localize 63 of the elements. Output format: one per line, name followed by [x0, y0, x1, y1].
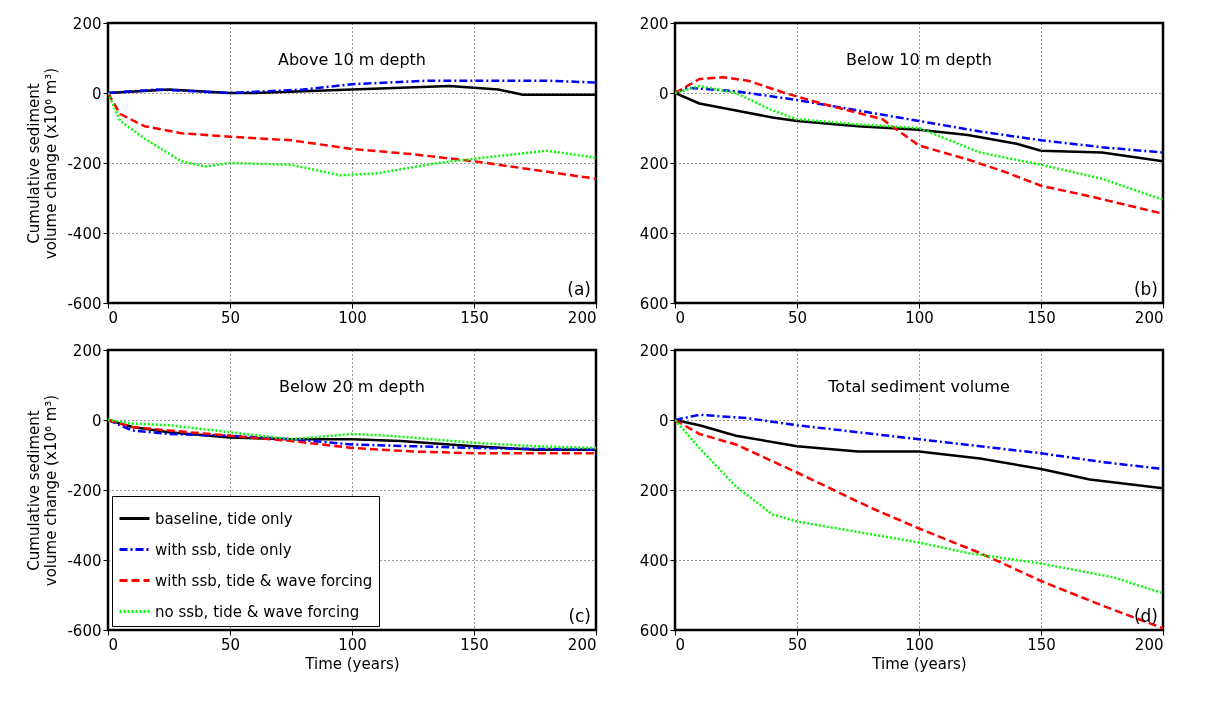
- x-tick-label: 200: [567, 308, 597, 327]
- x-tick-label: 200: [1134, 308, 1164, 327]
- y-tick-label: 400: [639, 551, 669, 570]
- x-tick-label: 0: [108, 308, 119, 327]
- x-axis-title: Time (years): [871, 654, 967, 673]
- y-axis-title: Cumulative sediment volume change (x10⁶ m³): [25, 394, 61, 587]
- annotation: (b): [1133, 279, 1158, 299]
- x-tick-label: 150: [1027, 635, 1056, 654]
- line-series: [675, 413, 1163, 471]
- annotation: (d): [1133, 606, 1158, 626]
- x-tick-label: 50: [220, 308, 241, 327]
- x-tick-label: 150: [460, 308, 489, 327]
- y-tick-label: 400: [639, 224, 669, 243]
- y-tick-label: 200: [639, 481, 669, 500]
- line-series: [675, 86, 1163, 154]
- legend-label: with ssb, tide & wave forcing: [155, 571, 373, 590]
- x-tick-label: 50: [787, 308, 808, 327]
- y-tick-label: 200: [72, 14, 102, 33]
- x-tick-label: 0: [675, 635, 686, 654]
- x-axis-title: Time (years): [304, 654, 400, 673]
- y-tick-label: 600: [639, 294, 669, 313]
- y-tick-label: 200: [639, 341, 669, 360]
- y-tick-label: 200: [639, 154, 669, 173]
- annotation: (a): [567, 279, 591, 299]
- y-tick-label: 200: [72, 341, 102, 360]
- text: Total sediment volume: [827, 377, 1010, 396]
- y-tick-label: 0: [658, 411, 669, 430]
- annotation: (c): [568, 606, 591, 626]
- y-tick-label: 0: [91, 84, 102, 103]
- x-tick-label: 200: [567, 635, 597, 654]
- x-tick-label: 100: [338, 635, 367, 654]
- y-tick-label: -200: [67, 154, 102, 173]
- x-tick-label: 0: [675, 308, 686, 327]
- text: Above 10 m depth: [278, 50, 426, 69]
- y-tick-label: 200: [639, 14, 669, 33]
- x-tick-label: 150: [1027, 308, 1056, 327]
- y-tick-label: -600: [67, 621, 102, 640]
- x-tick-label: 50: [787, 635, 808, 654]
- text: Below 20 m depth: [279, 377, 425, 396]
- y-tick-label: -600: [67, 294, 102, 313]
- x-tick-label: 50: [220, 635, 241, 654]
- x-tick-label: 150: [460, 635, 489, 654]
- y-axis-title: Cumulative sediment volume change (x10⁶ m³): [25, 67, 61, 260]
- x-tick-label: 100: [905, 308, 934, 327]
- line-series: [108, 79, 596, 95]
- x-tick-label: 200: [1134, 635, 1164, 654]
- x-tick-label: 100: [338, 308, 367, 327]
- line-series: [675, 84, 1163, 201]
- y-tick-label: -400: [67, 224, 102, 243]
- x-tick-label: 0: [108, 635, 119, 654]
- y-tick-label: -200: [67, 481, 102, 500]
- legend-label: with ssb, tide only: [155, 540, 292, 559]
- x-tick-label: 100: [905, 635, 934, 654]
- text: Below 10 m depth: [846, 50, 992, 69]
- line-series: [675, 76, 1163, 215]
- y-tick-label: 0: [658, 84, 669, 103]
- legend-label: baseline, tide only: [155, 509, 293, 528]
- y-tick-label: 600: [639, 621, 669, 640]
- y-tick-label: -400: [67, 551, 102, 570]
- legend-label: no ssb, tide & wave forcing: [155, 602, 360, 621]
- line-series: [675, 418, 1163, 630]
- line-series: [675, 418, 1163, 595]
- y-tick-label: 0: [91, 411, 102, 430]
